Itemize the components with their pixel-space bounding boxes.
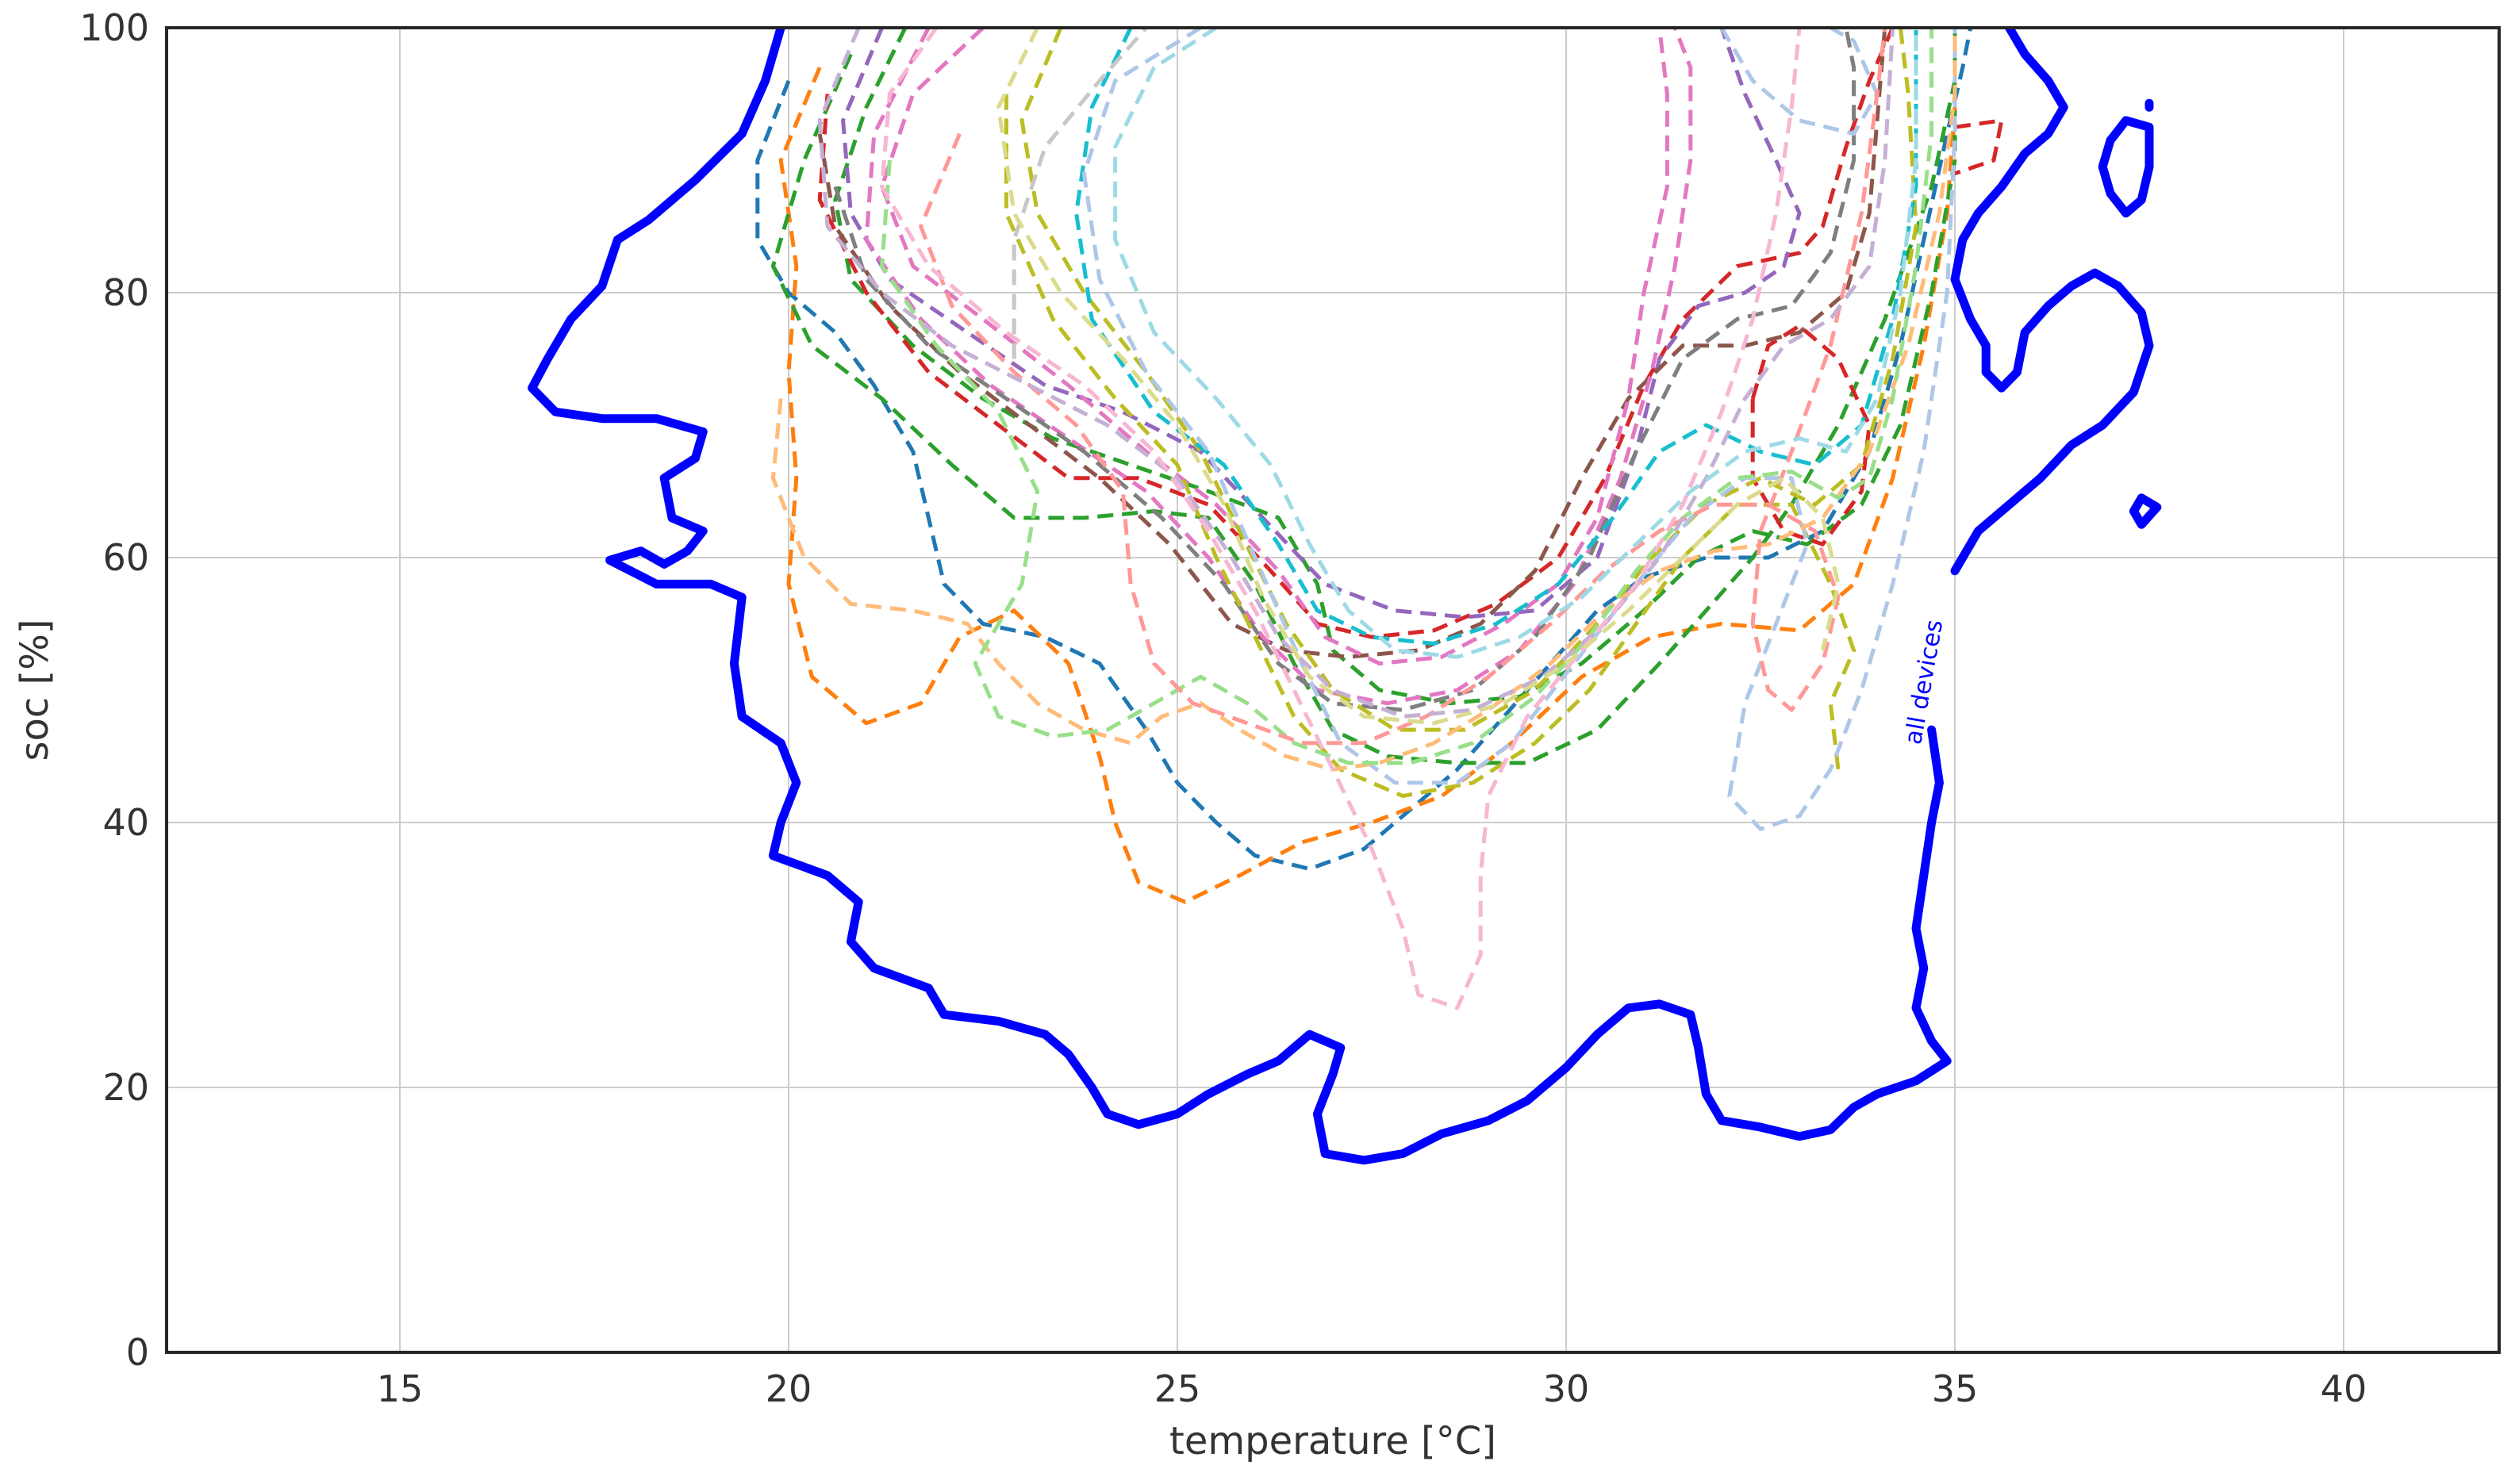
x-axis-label: temperature [°C] — [1169, 1419, 1496, 1463]
device-contour — [817, 28, 1895, 719]
device-contour-line — [833, 28, 1856, 712]
device-contour — [880, 28, 1934, 765]
device-contour-line — [770, 28, 1957, 765]
device-contour-line — [1954, 118, 2004, 176]
device-contour-line — [755, 28, 1973, 871]
device-contour-line — [1081, 28, 1957, 831]
device-contour — [1074, 28, 1918, 646]
device-contour-line — [880, 28, 1934, 765]
device-contour-line — [1113, 28, 1918, 659]
device-contour — [755, 28, 1973, 871]
y-tick-label: 20 — [102, 1066, 149, 1109]
device-contour-line — [996, 28, 1841, 726]
x-tick-label: 35 — [1932, 1367, 1979, 1410]
y-tick-label: 60 — [102, 536, 149, 579]
device-contour-line — [841, 28, 1802, 619]
all-devices-contour — [528, 28, 2162, 1165]
y-tick-label: 80 — [102, 271, 149, 314]
device-contour-line — [833, 28, 1957, 706]
x-tick-label: 30 — [1543, 1367, 1590, 1410]
device-contour — [1113, 28, 1918, 659]
device-contour — [778, 28, 1957, 904]
device-contour — [833, 28, 1856, 712]
device-contour-line — [1004, 94, 1856, 799]
axis-ticks: 15 20 25 30 35 40 0 20 40 60 80 100 — [79, 6, 2367, 1410]
y-tick-label: 40 — [102, 801, 149, 844]
device-contour-line — [1012, 28, 1148, 359]
contour-series — [528, 28, 2162, 1165]
device-contour — [880, 28, 1802, 1010]
device-contour-line — [817, 28, 1895, 639]
device-contour — [996, 28, 1841, 726]
all-devices-contour-line — [528, 28, 1952, 1165]
all-devices-contour-line — [2129, 493, 2162, 529]
x-tick-label: 25 — [1154, 1367, 1201, 1410]
x-tick-label: 40 — [2321, 1367, 2367, 1410]
plot-frame — [165, 26, 2501, 1354]
device-contour — [864, 28, 1693, 706]
x-tick-label: 15 — [377, 1367, 424, 1410]
device-contour-line — [864, 28, 1693, 706]
y-tick-label: 0 — [126, 1331, 149, 1374]
device-contour-line — [778, 28, 1957, 904]
all-devices-contour-line — [2098, 116, 2154, 218]
device-contour-line — [1719, 28, 1880, 136]
device-contour-line — [817, 28, 1895, 719]
y-tick-label: 100 — [79, 6, 149, 49]
y-axis-label: soc [%] — [13, 619, 57, 761]
all-devices-contour-line — [1950, 28, 2154, 576]
device-contour-line — [880, 28, 1802, 1010]
device-contour-line — [1074, 28, 1918, 646]
x-tick-label: 20 — [766, 1367, 812, 1410]
device-contour-line — [1019, 28, 1918, 732]
device-contour — [770, 28, 1957, 765]
device-contour — [1004, 28, 1918, 799]
device-contour — [841, 28, 1802, 619]
device-contour — [1012, 28, 1148, 359]
device-contour — [1081, 28, 1957, 831]
device-contour-line — [880, 28, 1669, 666]
